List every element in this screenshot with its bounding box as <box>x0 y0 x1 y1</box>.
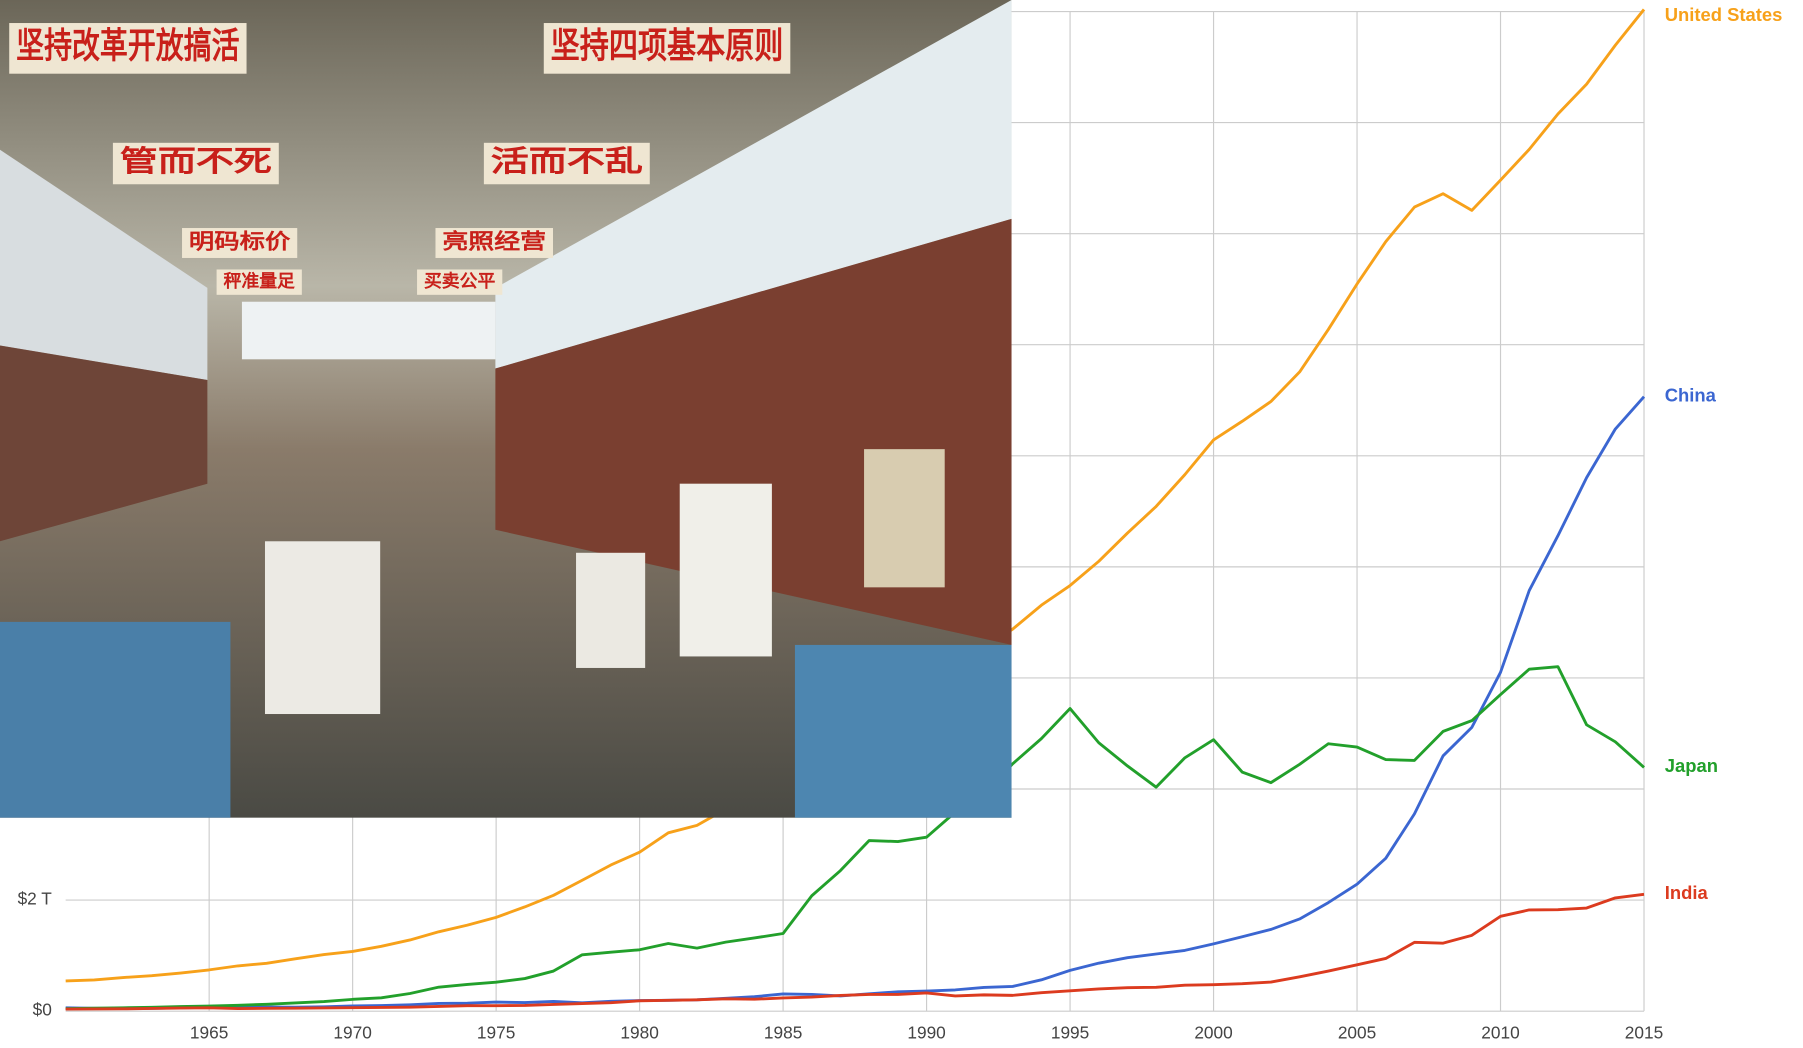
stall-right <box>794 644 1012 818</box>
sign-text: 管而不死 <box>120 144 272 178</box>
series-label: China <box>1665 385 1717 406</box>
stall-left <box>0 621 231 818</box>
sign-board <box>417 269 503 295</box>
sign-text: 坚持四项基本原则 <box>551 26 784 66</box>
x-tick-label: 2005 <box>1338 1023 1376 1043</box>
series-label: Japan <box>1665 755 1718 776</box>
x-tick-label: 1965 <box>190 1023 228 1043</box>
x-tick-label: 1980 <box>620 1023 658 1043</box>
sign-text: 秤准量足 <box>224 270 296 291</box>
sign-board <box>112 142 279 185</box>
x-tick-label: 2015 <box>1625 1023 1663 1043</box>
series-line <box>65 892 1645 1011</box>
x-tick-label: 2000 <box>1194 1023 1232 1043</box>
sign-text: 亮照经营 <box>442 230 546 254</box>
sign-board <box>182 228 298 258</box>
sign-text: 坚持改革开放搞活 <box>16 26 240 66</box>
worker <box>264 541 381 715</box>
series-line <box>65 665 1645 1011</box>
sign-board <box>216 269 302 295</box>
worker <box>576 552 646 668</box>
y-tick-label: $0 <box>33 1000 52 1020</box>
end-window <box>241 301 496 360</box>
left-windows <box>0 149 208 381</box>
x-tick-label: 1990 <box>907 1023 945 1043</box>
sign-text: 买卖公平 <box>424 270 496 291</box>
sign-text: 明码标价 <box>189 230 292 254</box>
x-tick-label: 1985 <box>764 1023 802 1043</box>
right-windows <box>495 0 1012 369</box>
sign-text: 活而不乱 <box>491 145 643 178</box>
series-label: United States <box>1665 4 1783 25</box>
left-brick-wall <box>0 345 208 542</box>
sign-board <box>543 23 791 74</box>
x-tick-label: 2010 <box>1481 1023 1519 1043</box>
series-label: India <box>1665 882 1709 903</box>
man <box>864 449 945 588</box>
sign-board <box>435 228 553 258</box>
x-tick-label: 1970 <box>333 1023 371 1043</box>
y-tick-label: $2 T <box>18 889 53 909</box>
worker <box>679 483 772 657</box>
x-tick-label: 1975 <box>477 1023 515 1043</box>
sign-board <box>9 23 247 74</box>
x-tick-label: 1995 <box>1051 1023 1089 1043</box>
sign-board <box>483 142 650 185</box>
